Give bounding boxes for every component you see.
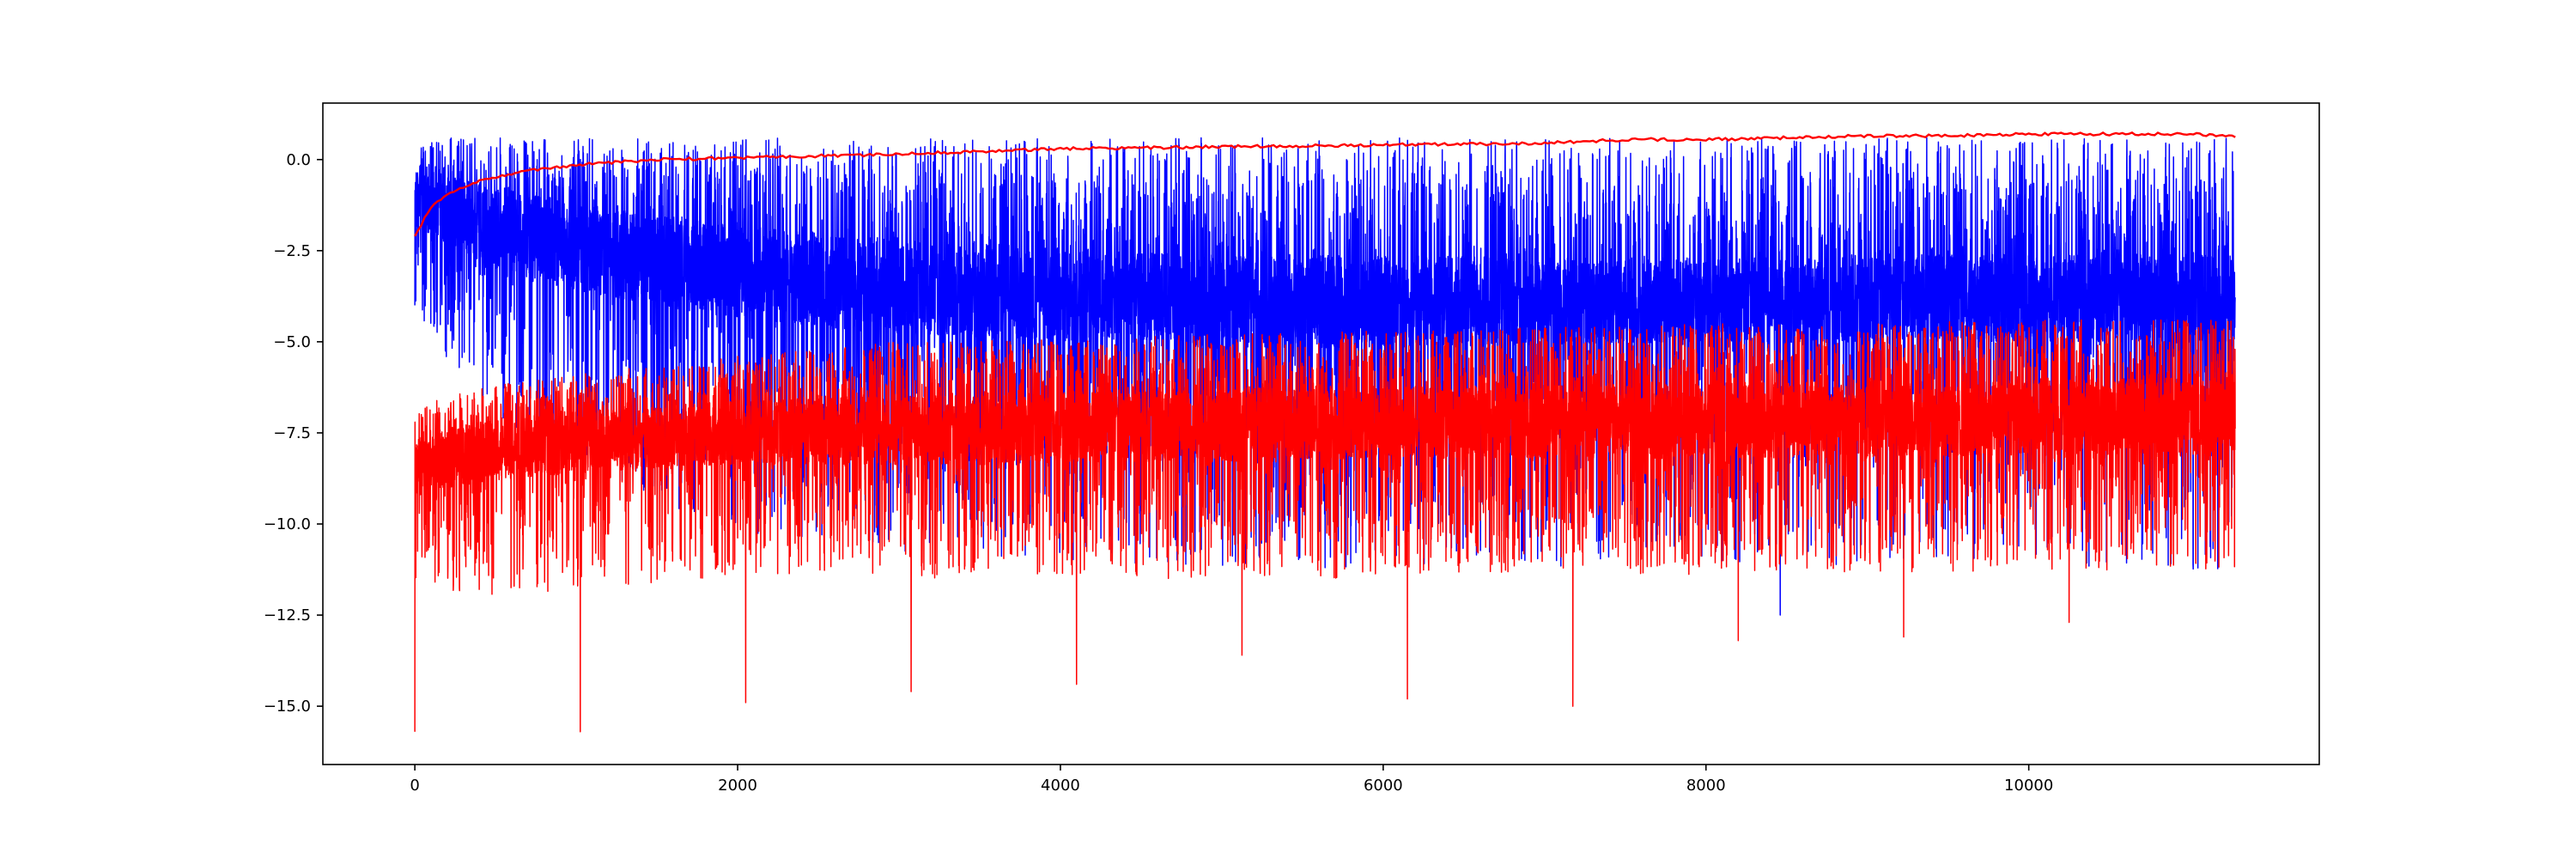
y-tick-label: −10.0 [264, 515, 311, 533]
x-tick-label: 0 [410, 777, 419, 795]
x-tick-label: 4000 [1041, 777, 1080, 795]
series-1-noisy-line [414, 319, 2236, 733]
y-tick-label: −12.5 [264, 606, 311, 624]
y-tick-label: −2.5 [273, 242, 311, 260]
y-axis: 0.0 −2.5 −5.0 −7.5 −10.0 −12.5 −15.0 [264, 151, 323, 716]
x-tick-label: 6000 [1364, 777, 1403, 795]
x-tick-label: 2000 [718, 777, 757, 795]
x-axis: 0 2000 4000 6000 8000 10000 [410, 765, 2053, 795]
x-tick-label: 10000 [2004, 777, 2053, 795]
y-tick-label: 0.0 [286, 151, 311, 169]
y-tick-label: −7.5 [273, 424, 311, 442]
x-tick-label: 8000 [1686, 777, 1726, 795]
series-layer [414, 131, 2236, 733]
series-2-smooth-line [414, 131, 2236, 237]
y-tick-label: −15.0 [264, 698, 311, 716]
plot-frame [322, 102, 2320, 765]
y-tick-label: −5.0 [273, 333, 311, 351]
